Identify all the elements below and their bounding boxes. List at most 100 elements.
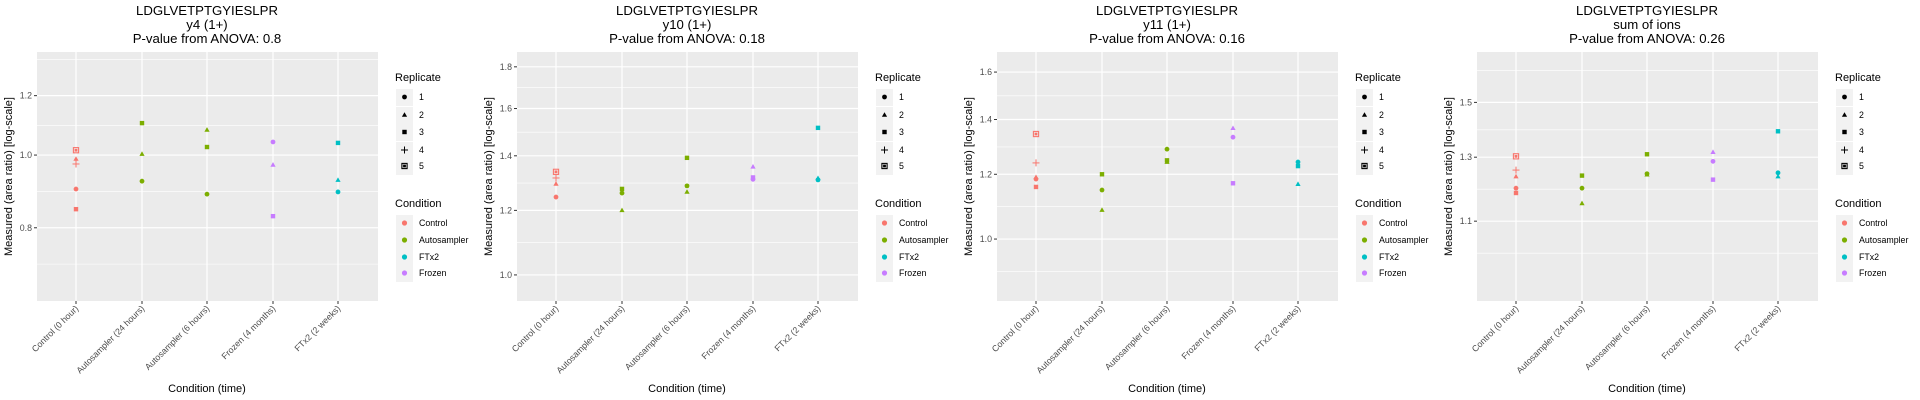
data-point bbox=[1295, 159, 1301, 165]
y-tick-label: 1.3 bbox=[1460, 152, 1472, 162]
legend-title-replicate: Replicate bbox=[1355, 72, 1401, 84]
legend-color-dot-icon bbox=[1361, 270, 1368, 276]
box-outer bbox=[1032, 130, 1040, 138]
legend-shape-icon bbox=[1362, 129, 1367, 135]
legend-title-replicate: Replicate bbox=[395, 72, 441, 84]
data-point bbox=[1099, 172, 1105, 177]
data-point bbox=[335, 140, 341, 146]
legend-shape-icon bbox=[1841, 146, 1848, 154]
legend-label: 4 bbox=[419, 145, 424, 155]
legend-label: 2 bbox=[419, 110, 424, 120]
data-point bbox=[73, 156, 79, 161]
legend-shape-icon bbox=[402, 94, 407, 100]
data-point bbox=[1775, 170, 1781, 176]
legend-color-dot-icon bbox=[1361, 220, 1368, 226]
x-tick-label: FTx2 (2 weeks) bbox=[1252, 303, 1302, 353]
chart-title-line: P-value from ANOVA: 0.8 bbox=[133, 31, 282, 46]
x-axis-title: Condition (time) bbox=[1608, 383, 1686, 395]
data-point bbox=[204, 127, 210, 132]
legend-color-dot-icon bbox=[401, 237, 408, 243]
legend-label: 1 bbox=[1859, 92, 1864, 102]
legend-label: Control bbox=[1859, 218, 1887, 228]
box-inner bbox=[1514, 154, 1518, 158]
data-point bbox=[553, 194, 559, 200]
chart-title-line: sum of ions bbox=[1613, 17, 1681, 32]
box-inner bbox=[1363, 164, 1366, 168]
chart-title-line: P-value from ANOVA: 0.26 bbox=[1569, 31, 1725, 46]
data-point bbox=[1710, 158, 1716, 164]
legend-shape-icon bbox=[1842, 129, 1847, 135]
chart-title-line: P-value from ANOVA: 0.16 bbox=[1089, 31, 1245, 46]
legend-shape-icon bbox=[1841, 112, 1848, 117]
legend-shape-icon bbox=[1361, 162, 1368, 170]
legend: Replicate 1 2 3 4 5 Condition Control Autosample… bbox=[875, 72, 948, 282]
chart-title-line: y10 (1+) bbox=[663, 17, 712, 32]
data-point bbox=[815, 175, 821, 181]
legend-shape-icon bbox=[401, 162, 408, 170]
box-inner bbox=[1843, 164, 1846, 168]
legend: Replicate 1 2 3 4 5 Condition Control Autosample… bbox=[1355, 72, 1428, 282]
data-point bbox=[139, 120, 145, 126]
legend-color-dot-icon bbox=[1361, 237, 1368, 243]
data-point bbox=[1032, 130, 1040, 138]
data-point bbox=[335, 189, 341, 195]
legend-label: Frozen bbox=[1379, 268, 1406, 278]
x-tick-label: Frozen (4 months) bbox=[700, 303, 758, 361]
data-point bbox=[1775, 129, 1781, 134]
legend-label: Frozen bbox=[419, 268, 446, 278]
data-point bbox=[1033, 184, 1039, 190]
legend-label: 2 bbox=[1379, 110, 1384, 120]
x-tick-label: FTx2 (2 weeks) bbox=[292, 303, 342, 353]
legend-label: Control bbox=[1379, 218, 1407, 228]
legend-label: Control bbox=[899, 218, 927, 228]
data-point bbox=[684, 183, 690, 189]
data-point bbox=[1710, 177, 1716, 182]
chart-panel: LDGLVETPTGYIESLPR y4 (1+) P-value from ANO… bbox=[0, 0, 480, 400]
x-tick-label: Autosampler (24 hours) bbox=[74, 303, 146, 375]
legend-label: 5 bbox=[1379, 161, 1384, 171]
legend-label: 3 bbox=[1379, 127, 1384, 137]
data-point bbox=[815, 125, 821, 131]
data-point bbox=[750, 175, 756, 180]
data-point bbox=[1099, 187, 1105, 193]
data-point bbox=[1295, 181, 1301, 186]
legend-shape-icon bbox=[881, 146, 888, 154]
box-outer bbox=[552, 168, 560, 175]
legend-label: Control bbox=[419, 218, 447, 228]
data-point bbox=[1579, 200, 1585, 206]
y-axis-title: Measured (area ratio) [log-scale] bbox=[963, 97, 975, 256]
legend-label: 5 bbox=[1859, 161, 1864, 171]
legend-shape-icon bbox=[882, 129, 887, 135]
x-tick-label: Frozen (4 months) bbox=[1660, 303, 1718, 361]
legend-color-dot-icon bbox=[1841, 220, 1848, 226]
data-point bbox=[750, 164, 756, 169]
data-point bbox=[1230, 125, 1236, 131]
chart-title-line: y4 (1+) bbox=[186, 17, 227, 32]
x-tick-label: Autosampler (24 hours) bbox=[554, 303, 626, 375]
legend-color-dot-icon bbox=[401, 220, 408, 226]
data-point bbox=[684, 189, 690, 194]
legend-label: Frozen bbox=[1859, 268, 1886, 278]
legend-label: 1 bbox=[899, 92, 904, 102]
data-point bbox=[552, 174, 560, 182]
x-axis-title: Condition (time) bbox=[1128, 383, 1206, 395]
data-point bbox=[204, 191, 210, 197]
data-point bbox=[139, 178, 145, 184]
x-tick-label: Autosampler (24 hours) bbox=[1034, 303, 1106, 375]
y-tick-label: 1.0 bbox=[20, 150, 32, 160]
legend: Replicate 1 2 3 4 5 Condition Control Autosample… bbox=[1835, 72, 1908, 282]
legend-color-dot-icon bbox=[401, 270, 408, 276]
box-outer bbox=[1512, 153, 1520, 160]
legend: Replicate 1 2 3 4 5 Condition Control Autosample… bbox=[395, 72, 468, 282]
legend-label: 5 bbox=[899, 161, 904, 171]
legend-label: 2 bbox=[1859, 110, 1864, 120]
y-tick-label: 1.4 bbox=[980, 115, 992, 125]
data-point bbox=[619, 207, 625, 213]
legend-label: FTx2 bbox=[1859, 252, 1879, 262]
x-axis-title: Condition (time) bbox=[168, 383, 246, 395]
data-point bbox=[553, 181, 559, 186]
data-point bbox=[1644, 171, 1650, 177]
legend-title-replicate: Replicate bbox=[1835, 72, 1881, 84]
data-point bbox=[335, 177, 341, 182]
